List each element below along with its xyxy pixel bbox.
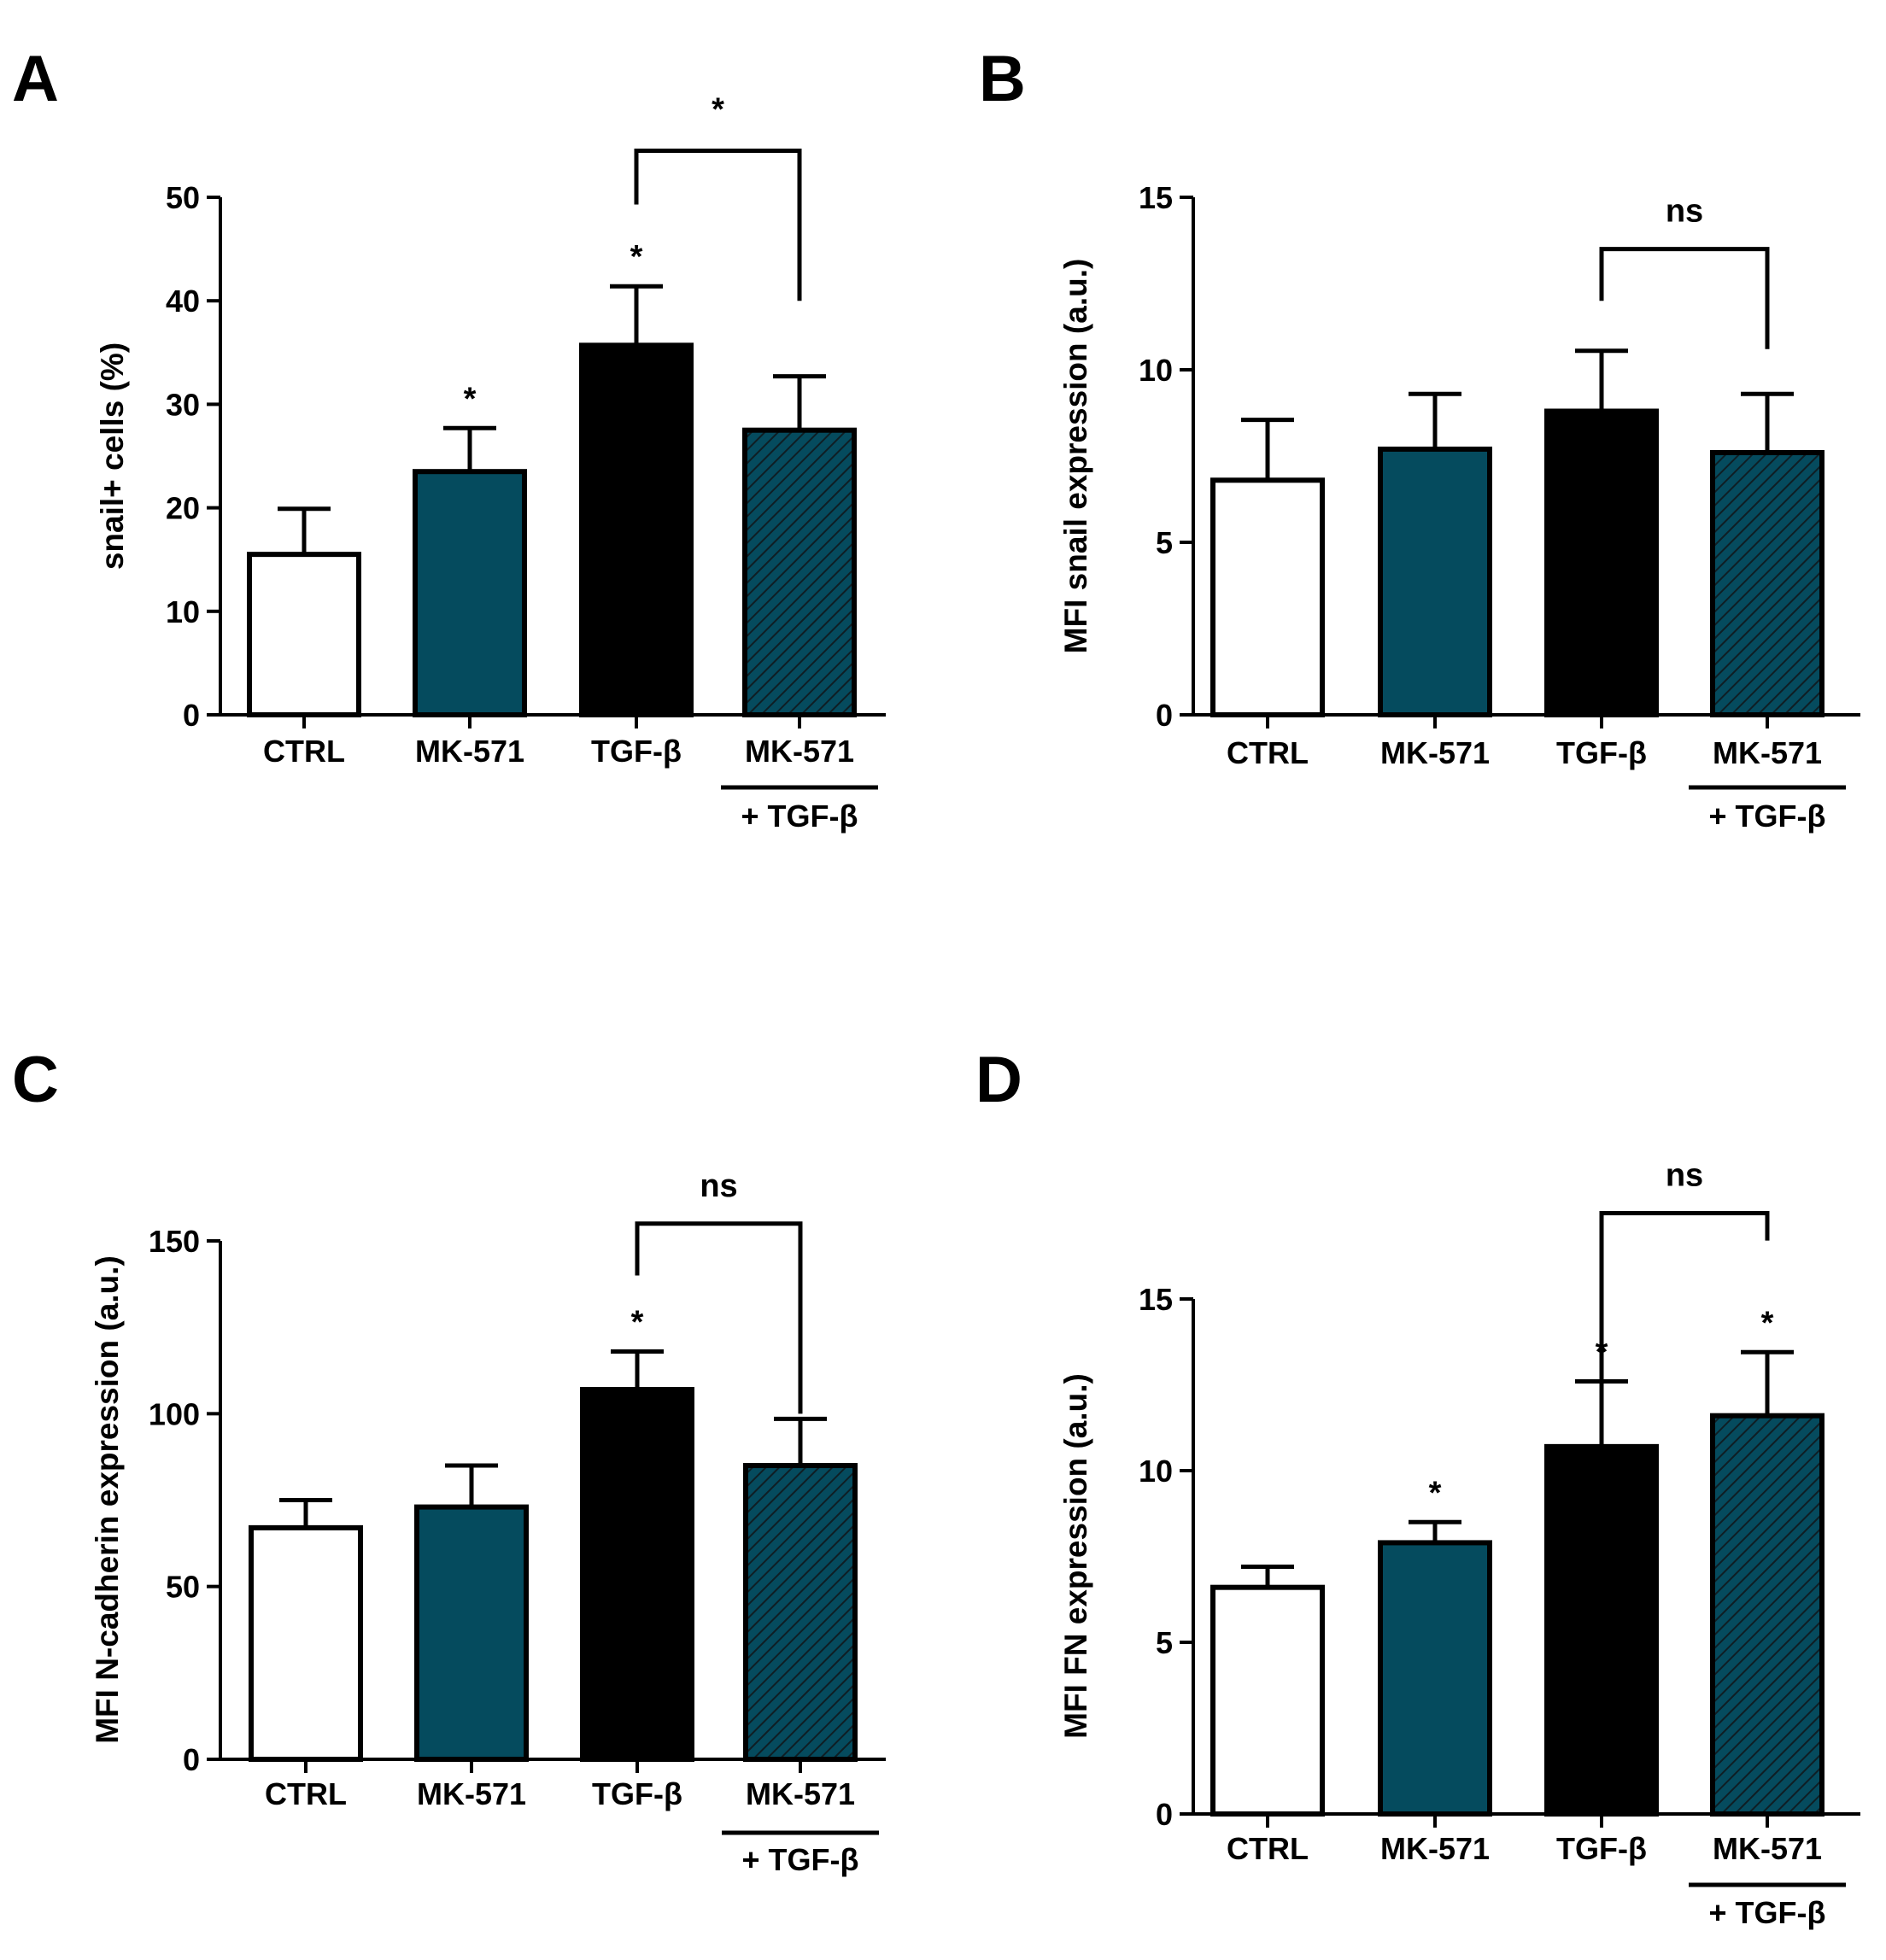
bar <box>1378 446 1492 717</box>
y-tick-label: 100 <box>149 1396 200 1431</box>
x-tick-label: MK-571 <box>1380 1831 1490 1866</box>
bar-significance: * <box>1761 1305 1774 1341</box>
bar <box>1378 1540 1492 1817</box>
bar <box>1710 1413 1824 1817</box>
chart-panel-b: B MFI snail expression (a.u.) 0 5 10 15 CTRL MK… <box>979 43 1860 834</box>
x-tick-label: TGF-β <box>591 734 682 769</box>
comparison-bracket <box>1599 1211 1770 1409</box>
y-tick-label: 0 <box>183 698 200 733</box>
x-tick-label: CTRL <box>265 1776 347 1811</box>
y-tick-label: 5 <box>1156 1625 1173 1660</box>
y-tick-label: 50 <box>166 1570 200 1605</box>
y-axis-title: MFI FN expression (a.u.) <box>1058 1373 1093 1739</box>
bar <box>1544 408 1659 717</box>
y-tick-label: 30 <box>166 387 200 422</box>
bar <box>579 342 694 717</box>
y-tick-label: 0 <box>1156 1797 1173 1832</box>
y-tick-label: 0 <box>183 1742 200 1777</box>
bar <box>580 1387 694 1763</box>
bar-significance: * <box>630 239 643 275</box>
bar <box>742 427 857 717</box>
comparison-bracket <box>635 1221 803 1414</box>
x-tick-sublabel: + TGF-β <box>741 799 858 834</box>
x-tick-label: TGF-β <box>1556 735 1647 770</box>
x-tick-label: CTRL <box>1227 735 1309 770</box>
bar-significance: * <box>1429 1475 1442 1511</box>
y-tick-label: 15 <box>1139 180 1173 215</box>
x-tick-sublabel: + TGF-β <box>1709 1895 1826 1930</box>
bar-significance: * <box>631 1304 644 1340</box>
bar <box>743 1463 858 1762</box>
x-tick-label: MK-571 <box>1380 735 1490 770</box>
bar <box>1210 1584 1325 1817</box>
bar <box>1544 1443 1659 1817</box>
bar <box>413 469 527 717</box>
x-tick-sublabel: + TGF-β <box>1709 799 1826 834</box>
y-tick-label: 10 <box>1139 1454 1173 1489</box>
x-tick-label: CTRL <box>1227 1831 1309 1866</box>
chart-panel-c: C MFI N-cadherin expression (a.u.) * 0 50 100… <box>12 1044 886 1877</box>
y-tick-label: 20 <box>166 491 200 526</box>
x-tick-label: MK-571 <box>1713 735 1822 770</box>
y-axis-title: MFI N-cadherin expression (a.u.) <box>90 1255 125 1744</box>
comparison-bracket <box>1599 247 1770 349</box>
bracket-label: * <box>712 91 724 127</box>
x-tick-label: MK-571 <box>745 734 854 769</box>
bar <box>1710 449 1824 718</box>
y-tick-label: 0 <box>1156 698 1173 733</box>
bar <box>247 552 361 718</box>
y-tick-label: 10 <box>1139 353 1173 388</box>
panel-letter: B <box>979 43 1026 115</box>
x-tick-label: MK-571 <box>417 1776 526 1811</box>
bar <box>249 1524 363 1762</box>
y-axis-title: MFI snail expression (a.u.) <box>1058 259 1093 654</box>
x-tick-sublabel: + TGF-β <box>742 1842 859 1877</box>
y-tick-label: 10 <box>166 594 200 629</box>
y-axis-title: snail+ cells (%) <box>95 342 130 570</box>
bracket-label: ns <box>700 1168 737 1204</box>
x-tick-label: MK-571 <box>415 734 524 769</box>
y-tick-label: 50 <box>166 180 200 215</box>
x-tick-label: CTRL <box>263 734 345 769</box>
panel-letter: D <box>975 1044 1022 1116</box>
panel-letter: A <box>12 43 59 115</box>
x-tick-label: TGF-β <box>1556 1831 1647 1866</box>
bar-significance: * <box>464 381 477 417</box>
x-tick-label: TGF-β <box>592 1776 682 1811</box>
y-tick-label: 15 <box>1139 1282 1173 1317</box>
bracket-label: ns <box>1666 194 1703 230</box>
bar <box>1210 477 1325 718</box>
y-tick-label: 150 <box>149 1224 200 1259</box>
bracket-label: ns <box>1666 1158 1703 1194</box>
y-tick-label: 40 <box>166 284 200 319</box>
comparison-bracket <box>634 148 802 301</box>
panel-letter: C <box>12 1044 59 1116</box>
y-tick-label: 5 <box>1156 525 1173 560</box>
bar <box>414 1504 529 1763</box>
x-tick-label: MK-571 <box>746 1776 855 1811</box>
x-tick-label: MK-571 <box>1713 1831 1822 1866</box>
